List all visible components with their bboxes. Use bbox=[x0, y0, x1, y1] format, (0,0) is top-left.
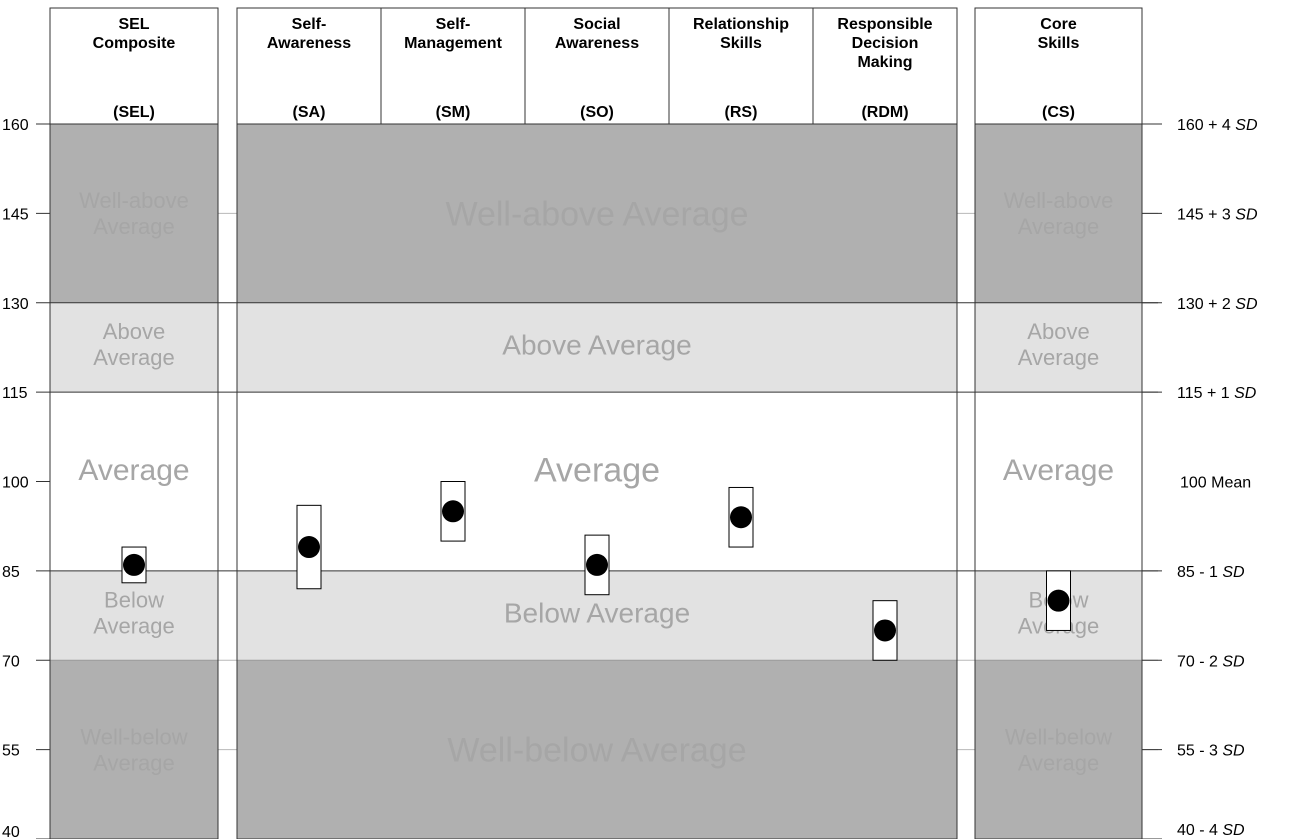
column-header-cell bbox=[524, 7, 670, 125]
band-label: Well-below bbox=[1005, 724, 1112, 749]
column-header-label: Composite bbox=[93, 35, 176, 52]
column-header-label: Skills bbox=[720, 35, 762, 52]
band-label: Average bbox=[1003, 454, 1114, 487]
y-tick-label-left: 130 bbox=[2, 296, 29, 313]
band-label: Average bbox=[1018, 750, 1100, 775]
column-header-label: Decision bbox=[852, 35, 919, 52]
y-tick-label-right: 70 - 2 SD bbox=[1177, 653, 1245, 670]
y-tick-label-right: 100 Mean bbox=[1180, 475, 1251, 492]
score-point bbox=[874, 619, 896, 642]
column-abbreviation: (CS) bbox=[1042, 104, 1075, 121]
panel-border bbox=[49, 7, 219, 839]
y-tick-label-left: 115 bbox=[2, 385, 28, 402]
panel-border bbox=[236, 7, 958, 839]
column-header-label: Awareness bbox=[555, 35, 639, 52]
column-header-label: Management bbox=[404, 35, 502, 52]
column-abbreviation: (SEL) bbox=[113, 104, 155, 121]
column-header-cell bbox=[812, 7, 958, 125]
y-tick-label-right: 55 - 3 SD bbox=[1177, 743, 1245, 760]
column-header-cell bbox=[236, 7, 382, 125]
score-point bbox=[586, 553, 608, 576]
band-label: Well-below Average bbox=[447, 732, 746, 770]
band-above-average bbox=[975, 302, 1142, 393]
band-label: Average bbox=[1018, 345, 1100, 370]
score-point bbox=[442, 500, 464, 523]
y-tick-label-left: 55 bbox=[2, 743, 20, 760]
column-header-label: Self- bbox=[436, 16, 471, 33]
column-abbreviation: (SO) bbox=[580, 104, 614, 121]
y-tick-label-left: 160 bbox=[2, 117, 29, 134]
y-tick-label-right: 160 + 4 SD bbox=[1177, 117, 1258, 134]
column-abbreviation: (SA) bbox=[293, 104, 326, 121]
y-tick-label-left: 100 bbox=[2, 475, 29, 492]
band-label: Above bbox=[1027, 319, 1089, 344]
y-tick-label-right: 145 + 3 SD bbox=[1177, 206, 1258, 223]
score-point bbox=[1047, 589, 1070, 612]
band-well-above-average bbox=[237, 124, 957, 303]
column-header-label: SEL bbox=[118, 16, 149, 33]
y-tick-label-left: 145 bbox=[2, 206, 29, 223]
y-tick-label-right: 85 - 1 SD bbox=[1177, 564, 1245, 581]
band-label: Well-above Average bbox=[445, 195, 748, 233]
band-label: Average bbox=[93, 214, 175, 239]
band-label: Below Average bbox=[504, 597, 690, 628]
y-tick-label-left: 85 bbox=[2, 564, 20, 581]
score-point bbox=[730, 506, 752, 529]
band-above-average bbox=[237, 302, 957, 393]
band-label: Below bbox=[104, 587, 164, 612]
column-header-cell bbox=[668, 7, 814, 125]
y-tick-label-left: 70 bbox=[2, 653, 20, 670]
y-tick-label-left: 40 bbox=[2, 824, 20, 839]
column-abbreviation: (SM) bbox=[436, 104, 471, 121]
band-well-below-average bbox=[50, 660, 218, 839]
column-header-label: Making bbox=[857, 54, 912, 71]
band-label: Well-above bbox=[1004, 188, 1114, 213]
band-well-above-average bbox=[975, 124, 1142, 303]
band-well-below-average bbox=[975, 660, 1142, 839]
column-header-label: Core bbox=[1040, 16, 1077, 33]
band-label: Average bbox=[93, 750, 175, 775]
column-abbreviation: (RS) bbox=[725, 104, 758, 121]
band-label: Well-above bbox=[79, 188, 189, 213]
band-label: Average bbox=[1018, 214, 1100, 239]
band-label: Average bbox=[93, 613, 175, 638]
band-label: Above Average bbox=[502, 329, 691, 360]
band-label: Average bbox=[78, 454, 189, 487]
column-header-label: Relationship bbox=[693, 16, 789, 33]
band-label: Above bbox=[103, 319, 165, 344]
y-tick-label-right: 40 - 4 SD bbox=[1177, 822, 1245, 839]
column-header-cell bbox=[380, 7, 526, 125]
column-header-label: Social bbox=[573, 16, 620, 33]
band-average bbox=[975, 392, 1142, 571]
y-tick-label-right: 115 + 1 SD bbox=[1177, 385, 1257, 402]
column-header-label: Awareness bbox=[267, 35, 351, 52]
band-above-average bbox=[50, 302, 218, 393]
y-tick-label-right: 130 + 2 SD bbox=[1177, 296, 1258, 313]
band-label: Well-below bbox=[80, 724, 187, 749]
band-label: Average bbox=[534, 451, 660, 489]
band-well-above-average bbox=[50, 124, 218, 303]
column-abbreviation: (RDM) bbox=[861, 104, 908, 121]
score-point bbox=[123, 553, 145, 576]
column-header-label: Self- bbox=[292, 16, 327, 33]
band-well-below-average bbox=[237, 660, 957, 839]
score-point bbox=[298, 536, 320, 559]
column-header-label: Responsible bbox=[837, 16, 932, 33]
band-below-average bbox=[50, 570, 218, 661]
band-label: Average bbox=[93, 345, 175, 370]
column-header-label: Skills bbox=[1038, 35, 1080, 52]
band-average bbox=[50, 392, 218, 571]
panel-border bbox=[974, 7, 1143, 839]
